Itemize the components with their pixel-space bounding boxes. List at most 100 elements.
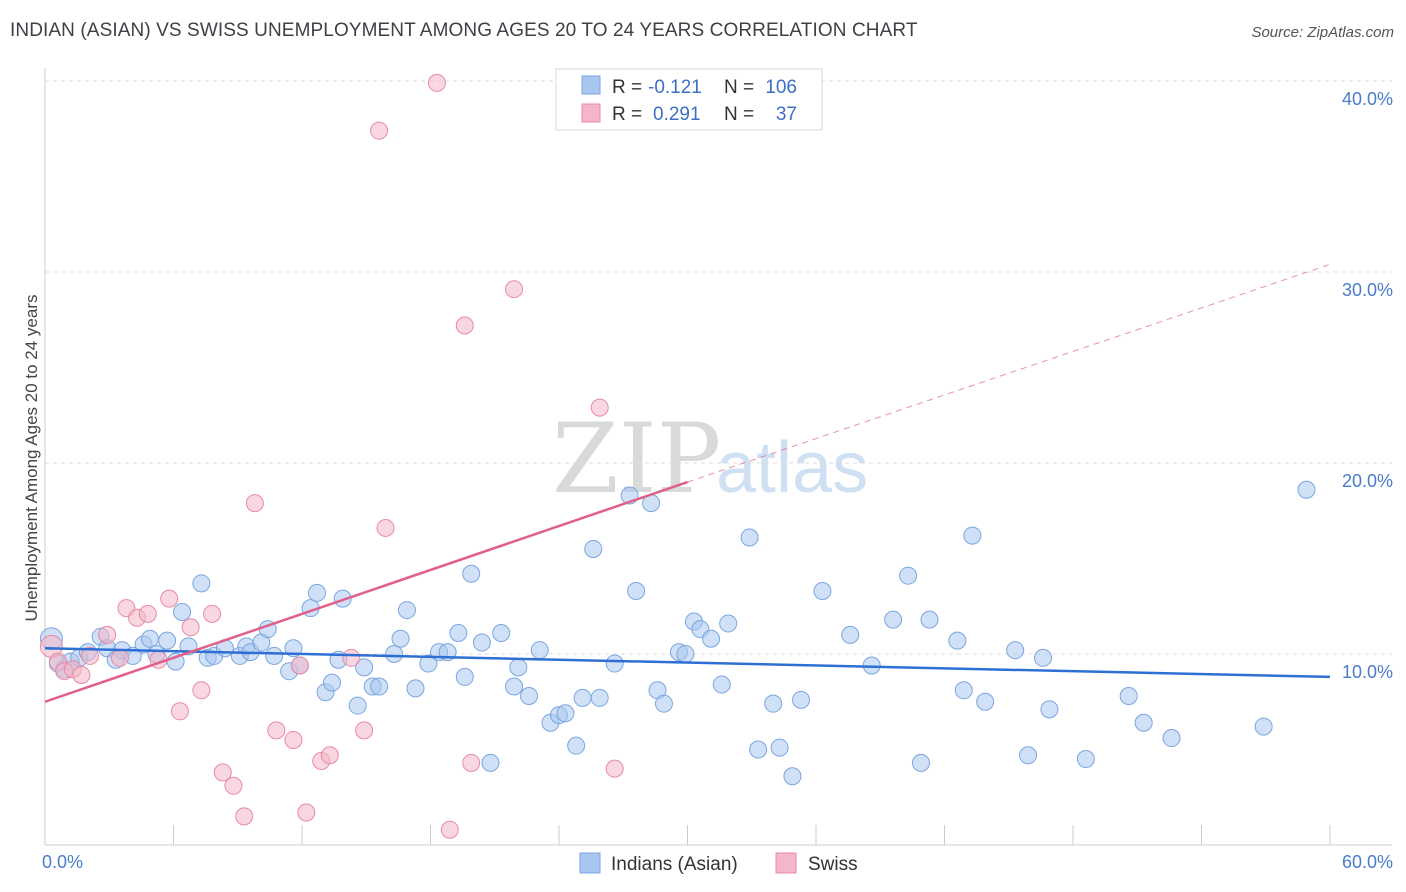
- series-legend: Indians (Asian) Swiss: [579, 852, 858, 875]
- legend-r-label-1: R =: [612, 77, 642, 98]
- point-indians: [158, 631, 177, 650]
- point-swiss: [192, 681, 211, 700]
- point-swiss: [462, 753, 481, 772]
- point-indians: [567, 736, 586, 755]
- point-indians: [556, 704, 575, 723]
- point-indians: [481, 753, 500, 772]
- point-indians: [419, 654, 438, 673]
- point-indians: [265, 646, 284, 665]
- grid-lines: [45, 80, 1392, 655]
- point-swiss: [284, 730, 303, 749]
- x-tick-label-max: 60.0%: [1342, 852, 1393, 872]
- point-indians: [792, 690, 811, 709]
- point-indians: [911, 753, 930, 772]
- point-swiss: [267, 721, 286, 740]
- point-indians: [920, 610, 939, 629]
- point-indians: [712, 675, 731, 694]
- point-indians: [676, 645, 695, 663]
- point-indians: [627, 581, 646, 600]
- point-indians: [740, 528, 759, 547]
- point-swiss: [320, 746, 339, 765]
- watermark: ZIP atlas: [552, 403, 868, 515]
- point-swiss: [427, 73, 446, 92]
- point-indians: [884, 610, 903, 629]
- point-swiss: [203, 604, 222, 623]
- point-indians: [462, 564, 481, 583]
- point-indians: [406, 679, 425, 698]
- point-indians: [492, 623, 511, 642]
- point-indians: [505, 677, 524, 696]
- point-indians: [719, 614, 738, 633]
- trend-line-indians: [44, 647, 1331, 679]
- x-tick-label-min: 0.0%: [42, 852, 83, 872]
- point-swiss: [590, 398, 609, 417]
- point-indians: [509, 658, 528, 677]
- legend-n-label-1: N =: [724, 77, 754, 98]
- legend-swatch-indians: [581, 75, 601, 95]
- trend-line-swiss-extension: [687, 263, 1331, 483]
- point-swiss: [138, 604, 157, 623]
- legend-swatch-swiss: [581, 103, 601, 123]
- chart-title: INDIAN (ASIAN) VS SWISS UNEMPLOYMENT AMO…: [10, 20, 918, 41]
- data-points: [39, 73, 1316, 839]
- point-indians: [348, 696, 367, 715]
- point-indians: [654, 694, 673, 713]
- point-indians: [963, 526, 982, 545]
- point-swiss: [181, 618, 200, 637]
- point-indians: [173, 602, 192, 621]
- point-swiss: [290, 656, 309, 675]
- point-indians: [841, 625, 860, 644]
- axes: [44, 68, 1392, 846]
- point-indians: [1076, 750, 1095, 769]
- point-swiss: [370, 121, 389, 140]
- point-indians: [1162, 729, 1181, 748]
- correlation-legend: R = -0.121 N = 106 R = 0.291 N = 37: [555, 68, 823, 131]
- point-indians: [370, 677, 389, 696]
- point-swiss: [98, 625, 117, 644]
- legend-r-value-1: -0.121: [648, 77, 702, 98]
- point-indians: [391, 629, 410, 648]
- watermark-atlas: atlas: [716, 428, 868, 508]
- point-indians: [590, 688, 609, 707]
- point-indians: [385, 645, 404, 663]
- point-swiss: [110, 648, 129, 667]
- source-label: Source: ZipAtlas.com: [1251, 24, 1394, 41]
- legend-n-value-2: 37: [776, 104, 797, 125]
- point-indians: [1119, 687, 1138, 706]
- point-indians: [397, 601, 416, 620]
- bottom-legend-swatch-indians: [579, 852, 601, 874]
- point-swiss: [160, 589, 179, 608]
- point-swiss: [72, 666, 91, 685]
- point-indians: [584, 539, 603, 558]
- legend-r-value-2: 0.291: [653, 104, 701, 125]
- point-indians: [1006, 641, 1025, 660]
- point-indians: [1040, 700, 1059, 719]
- point-indians: [749, 740, 768, 759]
- point-indians: [1034, 648, 1053, 667]
- point-swiss: [297, 803, 316, 822]
- legend-n-label-2: N =: [724, 104, 754, 125]
- legend-r-label-2: R =: [612, 104, 642, 125]
- point-swiss: [235, 807, 254, 826]
- y-tick-label: 20.0%: [1342, 471, 1393, 491]
- point-indians: [702, 629, 721, 648]
- point-swiss: [245, 494, 264, 513]
- point-indians: [954, 681, 973, 700]
- point-indians: [783, 767, 802, 786]
- point-indians: [948, 631, 967, 650]
- point-indians: [140, 629, 159, 648]
- y-axis-title: Unemployment Among Ages 20 to 24 years: [22, 295, 41, 622]
- point-indians: [1019, 746, 1038, 765]
- point-indians: [322, 673, 341, 692]
- point-indians: [1134, 713, 1153, 732]
- point-swiss: [605, 759, 624, 778]
- point-swiss: [80, 646, 99, 665]
- point-indians: [1254, 717, 1273, 736]
- point-swiss: [213, 763, 232, 782]
- point-swiss: [224, 776, 243, 795]
- point-swiss: [342, 648, 361, 667]
- point-indians: [307, 583, 326, 602]
- point-indians: [472, 633, 491, 652]
- bottom-legend-swatch-swiss: [775, 852, 797, 874]
